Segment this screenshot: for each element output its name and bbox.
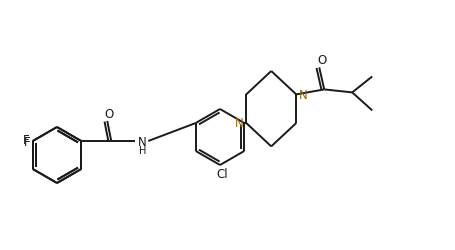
Text: N: N	[298, 88, 307, 102]
Text: Cl: Cl	[216, 167, 228, 180]
Text: N: N	[137, 136, 147, 149]
Text: N: N	[234, 117, 243, 130]
Text: O: O	[317, 54, 326, 67]
Text: H: H	[138, 146, 146, 156]
Text: F: F	[22, 134, 29, 147]
Text: F: F	[23, 135, 30, 148]
Text: O: O	[104, 107, 114, 120]
